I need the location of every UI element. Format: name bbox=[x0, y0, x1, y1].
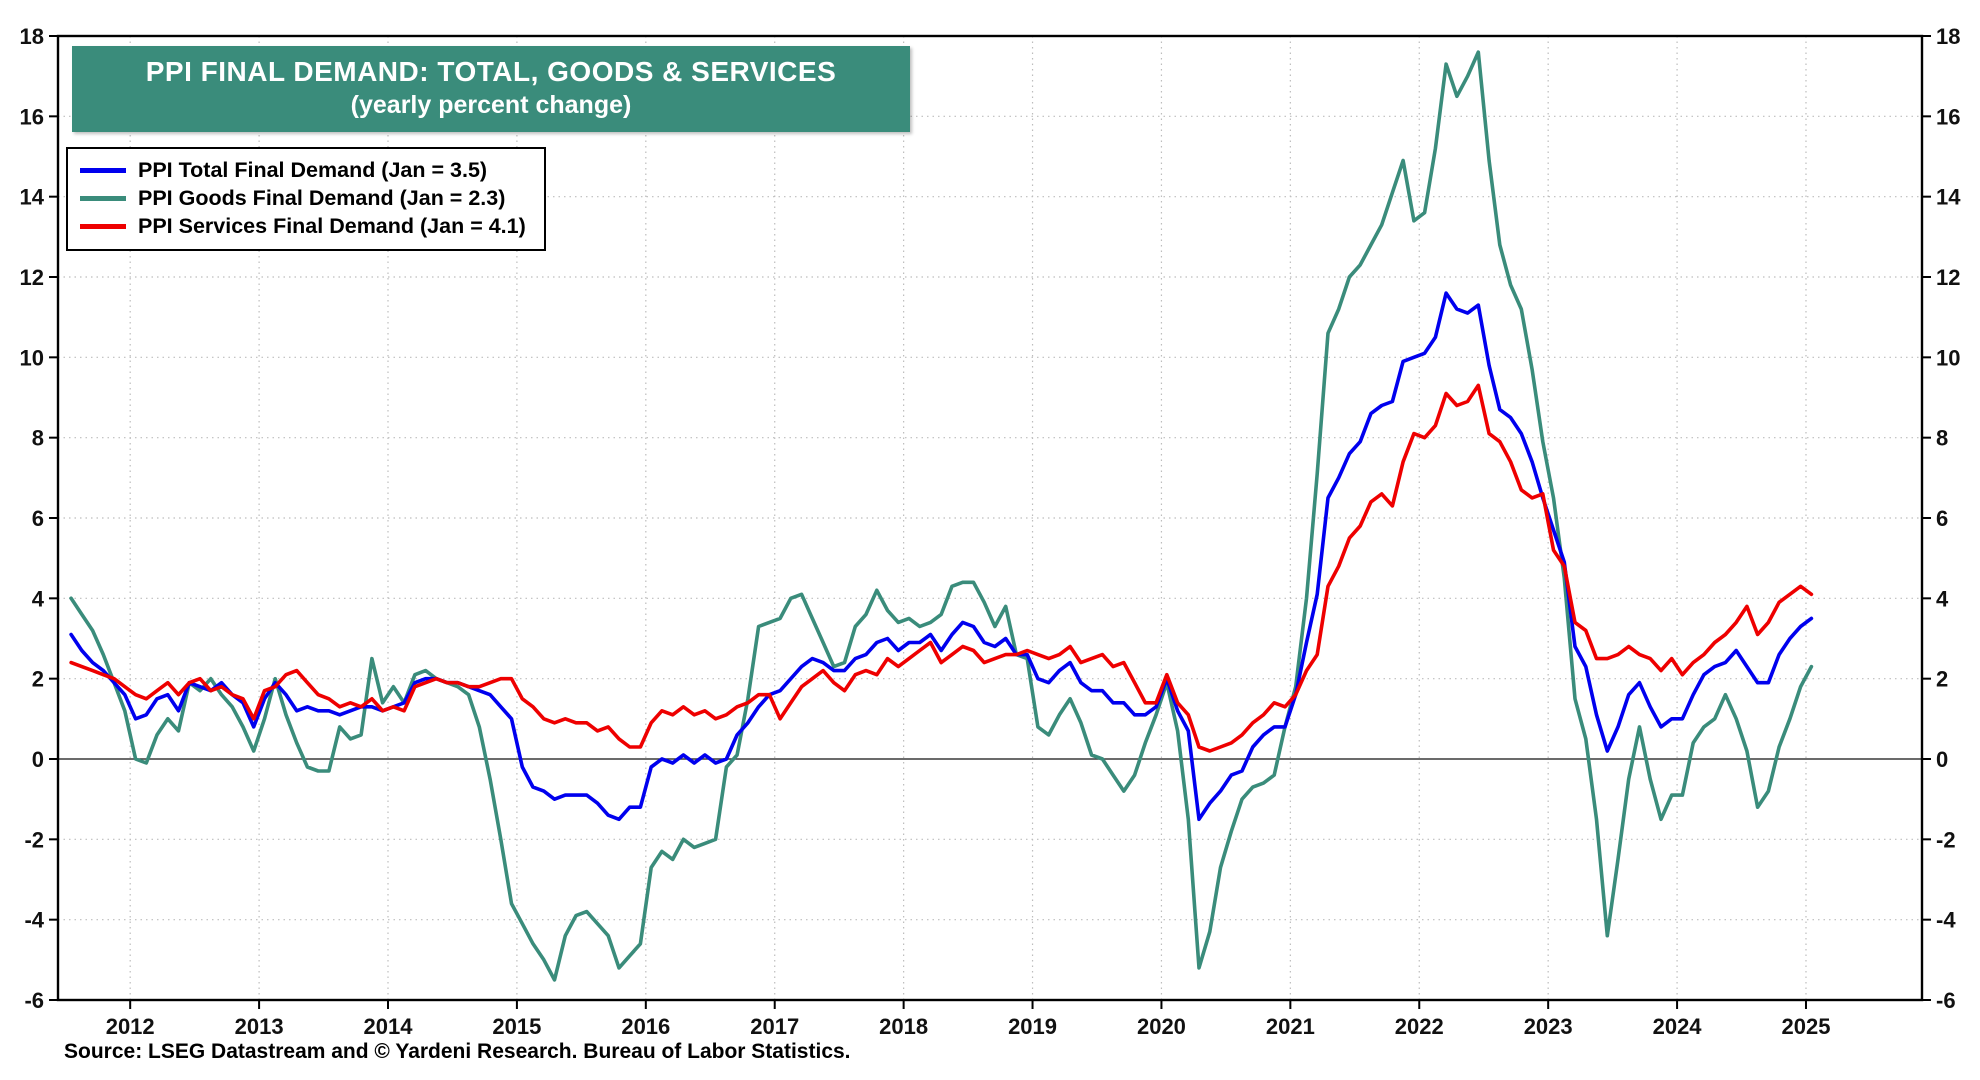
y-axis-label-left: 2 bbox=[32, 667, 44, 692]
y-axis-label-right: -2 bbox=[1936, 827, 1956, 852]
y-axis-label-left: 4 bbox=[32, 586, 45, 611]
y-axis-label-left: -4 bbox=[24, 908, 44, 933]
series-line-2 bbox=[69, 50, 1814, 982]
x-axis-label: 2017 bbox=[750, 1014, 799, 1039]
x-axis-label: 2018 bbox=[879, 1014, 928, 1039]
y-axis-label-right: 8 bbox=[1936, 426, 1948, 451]
x-axis-label: 2025 bbox=[1782, 1014, 1831, 1039]
chart-title-box: PPI FINAL DEMAND: TOTAL, GOODS & SERVICE… bbox=[72, 46, 910, 132]
source-note: Source: LSEG Datastream and © Yardeni Re… bbox=[64, 1040, 851, 1063]
chart-title: PPI FINAL DEMAND: TOTAL, GOODS & SERVICE… bbox=[145, 56, 837, 87]
legend-line-swatch bbox=[80, 167, 126, 173]
x-axis-label: 2015 bbox=[492, 1014, 541, 1039]
legend-item: PPI Services Final Demand (Jan = 4.1) bbox=[80, 212, 526, 240]
y-axis-label-right: 4 bbox=[1936, 586, 1949, 611]
x-axis-label: 2012 bbox=[106, 1014, 155, 1039]
chart-subtitle: (yearly percent change) bbox=[350, 91, 632, 119]
legend: PPI Total Final Demand (Jan = 3.5) PPI Go… bbox=[66, 147, 546, 251]
legend-label: PPI Goods Final Demand (Jan = 2.3) bbox=[138, 185, 506, 210]
y-axis-label-left: 0 bbox=[32, 747, 44, 772]
legend-item: PPI Total Final Demand (Jan = 3.5) bbox=[80, 156, 526, 184]
x-axis-label: 2024 bbox=[1653, 1014, 1703, 1039]
y-axis-label-left: 10 bbox=[20, 345, 44, 370]
legend-line-swatch bbox=[80, 223, 126, 229]
x-axis-label: 2014 bbox=[364, 1014, 414, 1039]
y-axis-label-right: -6 bbox=[1936, 988, 1956, 1013]
y-axis-label-left: 18 bbox=[20, 24, 44, 49]
legend-label: PPI Total Final Demand (Jan = 3.5) bbox=[138, 157, 488, 182]
y-axis-label-left: 12 bbox=[20, 265, 44, 290]
y-axis-label-right: 10 bbox=[1936, 345, 1960, 370]
x-axis-label: 2022 bbox=[1395, 1014, 1444, 1039]
y-axis-label-right: 18 bbox=[1936, 24, 1960, 49]
y-axis-label-right: 2 bbox=[1936, 667, 1948, 692]
y-axis-label-right: -4 bbox=[1936, 908, 1956, 933]
y-axis-label-left: 8 bbox=[32, 426, 44, 451]
y-axis-label-right: 16 bbox=[1936, 104, 1960, 129]
x-axis-label: 2019 bbox=[1008, 1014, 1057, 1039]
legend-label: PPI Services Final Demand (Jan = 4.1) bbox=[138, 213, 526, 238]
y-axis-label-left: -2 bbox=[24, 827, 44, 852]
x-axis-label: 2023 bbox=[1524, 1014, 1573, 1039]
series-line-3 bbox=[69, 383, 1814, 753]
y-axis-label-right: 12 bbox=[1936, 265, 1960, 290]
y-axis-label-right: 6 bbox=[1936, 506, 1948, 531]
y-axis-label-left: 14 bbox=[20, 185, 45, 210]
x-axis-label: 2013 bbox=[235, 1014, 284, 1039]
x-axis-label: 2020 bbox=[1137, 1014, 1186, 1039]
x-axis-label: 2016 bbox=[621, 1014, 670, 1039]
y-axis-label-right: 14 bbox=[1936, 185, 1961, 210]
y-axis-label-right: 0 bbox=[1936, 747, 1948, 772]
legend-item: PPI Goods Final Demand (Jan = 2.3) bbox=[80, 184, 526, 212]
y-axis-label-left: 6 bbox=[32, 506, 44, 531]
series-line-1 bbox=[69, 291, 1814, 822]
y-axis-label-left: -6 bbox=[24, 988, 44, 1013]
x-axis-label: 2021 bbox=[1266, 1014, 1315, 1039]
legend-line-swatch bbox=[80, 195, 126, 201]
y-axis-label-left: 16 bbox=[20, 104, 44, 129]
